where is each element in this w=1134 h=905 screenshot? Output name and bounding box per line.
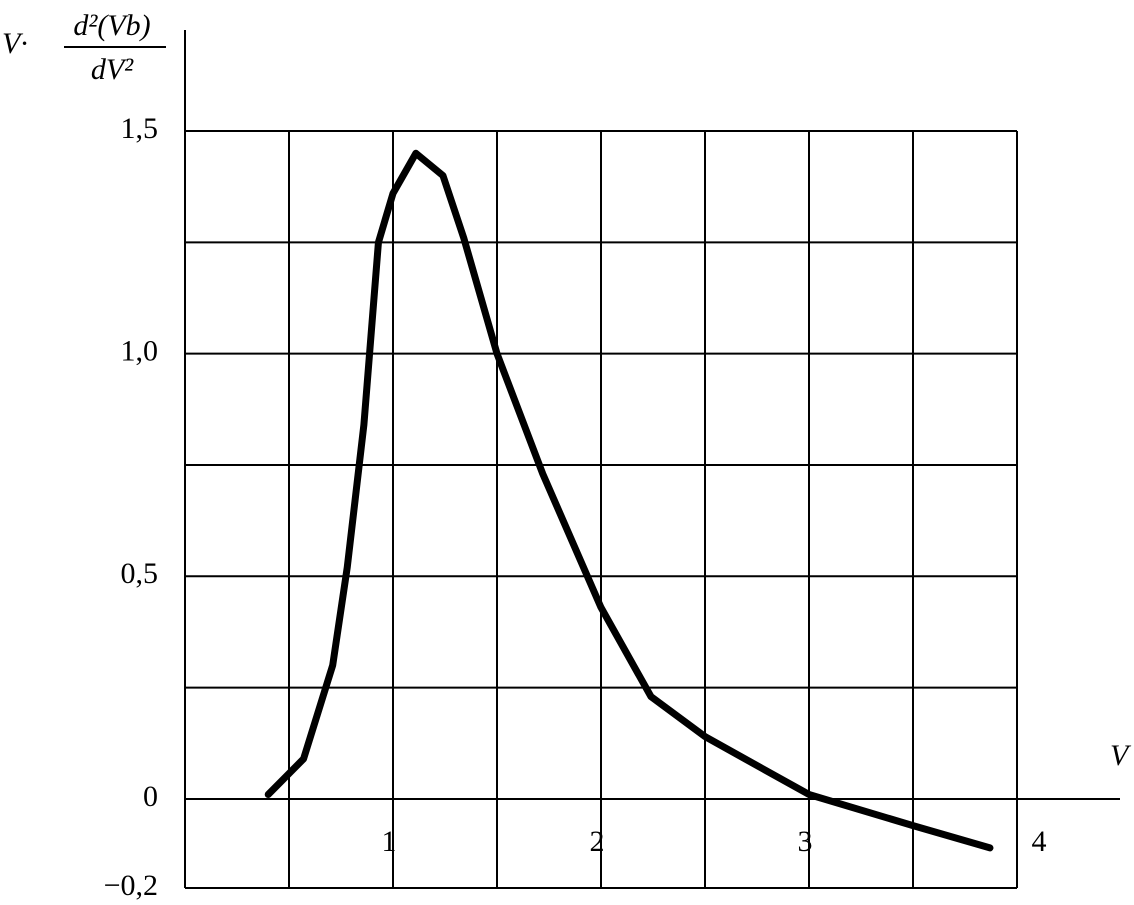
x-label: V [1110,739,1132,772]
y-tick-label: 0 [143,780,158,813]
x-tick-label: 1 [382,825,397,858]
y-label-prefix: V· [2,27,28,60]
x-tick-label: 2 [590,825,605,858]
y-tick-label: 1,5 [121,112,159,145]
y-label-denominator: dV² [91,53,134,86]
data-line [264,149,994,852]
x-tick-label: 4 [1032,825,1047,858]
x-tick-label: 3 [798,825,813,858]
y-tick-label: 1,0 [121,335,159,368]
y-tick-label: 0,5 [121,557,159,590]
y-tick-label: −0,2 [104,869,158,902]
y-label-numerator: d²(Vb) [73,9,150,42]
